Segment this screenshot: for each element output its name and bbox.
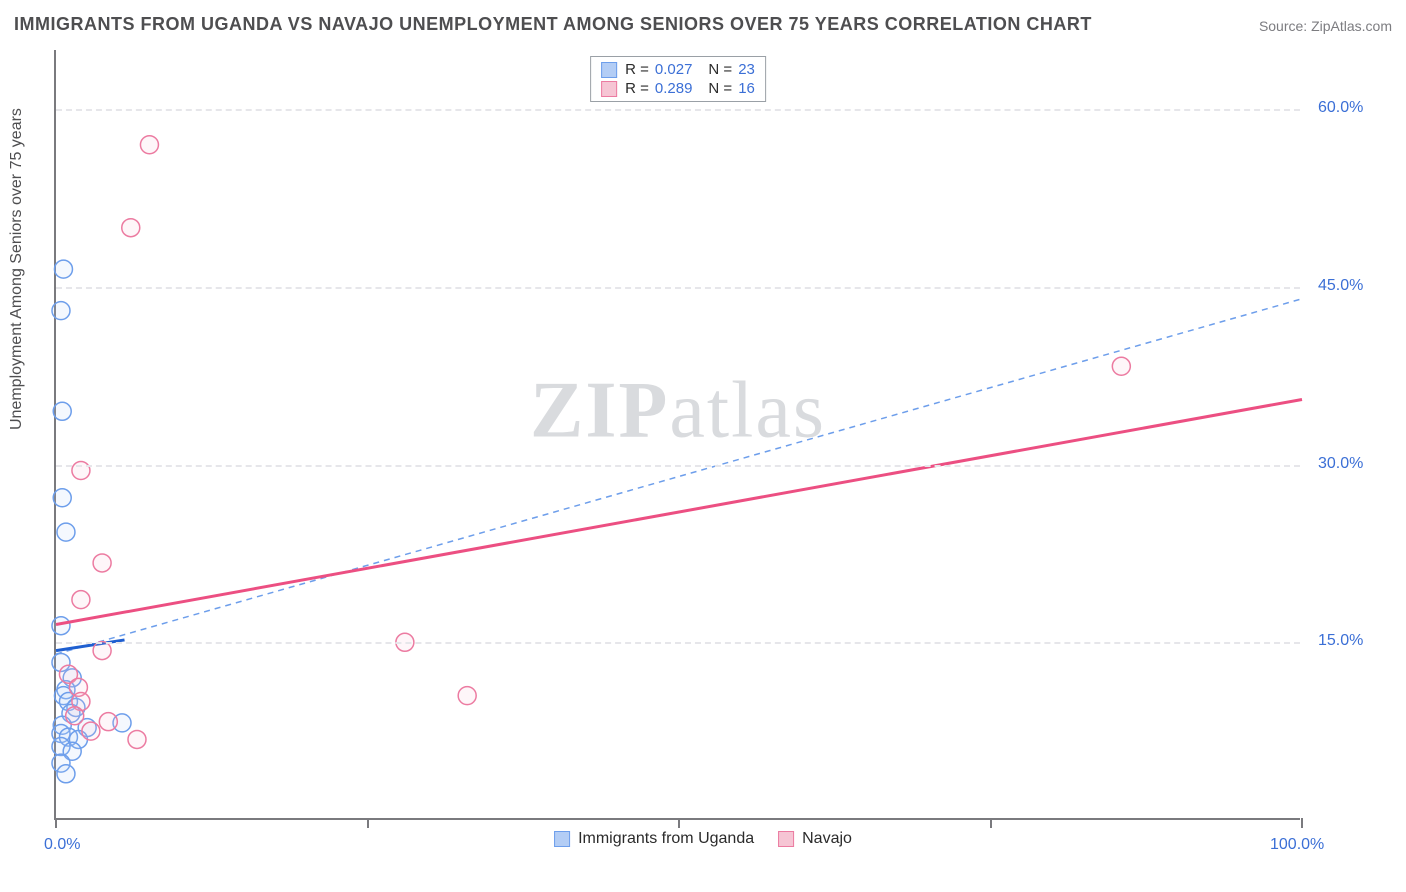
legend-swatch bbox=[778, 831, 794, 847]
legend-bottom: Immigrants from Uganda Navajo bbox=[554, 830, 852, 848]
legend-top: R =0.027N =23 R =0.289N =16 bbox=[590, 56, 766, 102]
legend-swatch bbox=[601, 62, 617, 78]
legend-row: R =0.027N =23 bbox=[601, 61, 755, 78]
y-tick-label: 30.0% bbox=[1318, 455, 1363, 473]
x-tick bbox=[367, 818, 369, 828]
chart-title: IMMIGRANTS FROM UGANDA VS NAVAJO UNEMPLO… bbox=[14, 14, 1092, 35]
x-tick-label-min: 0.0% bbox=[44, 836, 80, 854]
y-tick-label: 60.0% bbox=[1318, 99, 1363, 117]
x-tick bbox=[55, 818, 57, 828]
x-tick bbox=[990, 818, 992, 828]
plot-svg bbox=[56, 50, 1302, 820]
y-tick-label: 45.0% bbox=[1318, 277, 1363, 295]
legend-text: R =0.289N =16 bbox=[625, 80, 755, 97]
legend-swatch bbox=[601, 81, 617, 97]
legend-series-name: Immigrants from Uganda bbox=[578, 830, 754, 848]
gridline bbox=[56, 642, 1300, 644]
legend-series-name: Navajo bbox=[802, 830, 852, 848]
x-tick bbox=[678, 818, 680, 828]
legend-bottom-item: Immigrants from Uganda bbox=[554, 830, 754, 848]
x-tick bbox=[1301, 818, 1303, 828]
legend-row: R =0.289N =16 bbox=[601, 80, 755, 97]
y-axis-label: Unemployment Among Seniors over 75 years bbox=[8, 108, 26, 430]
gridline bbox=[56, 465, 1300, 467]
legend-bottom-item: Navajo bbox=[778, 830, 852, 848]
source-label: Source: ZipAtlas.com bbox=[1259, 18, 1392, 34]
plot-area: ZIPatlas R =0.027N =23R =0.289N =16 bbox=[54, 50, 1300, 820]
gridline bbox=[56, 109, 1300, 111]
x-tick-label-max: 100.0% bbox=[1270, 836, 1324, 854]
y-tick-label: 15.0% bbox=[1318, 632, 1363, 650]
legend-text: R =0.027N =23 bbox=[625, 61, 755, 78]
legend-swatch bbox=[554, 831, 570, 847]
gridline bbox=[56, 287, 1300, 289]
